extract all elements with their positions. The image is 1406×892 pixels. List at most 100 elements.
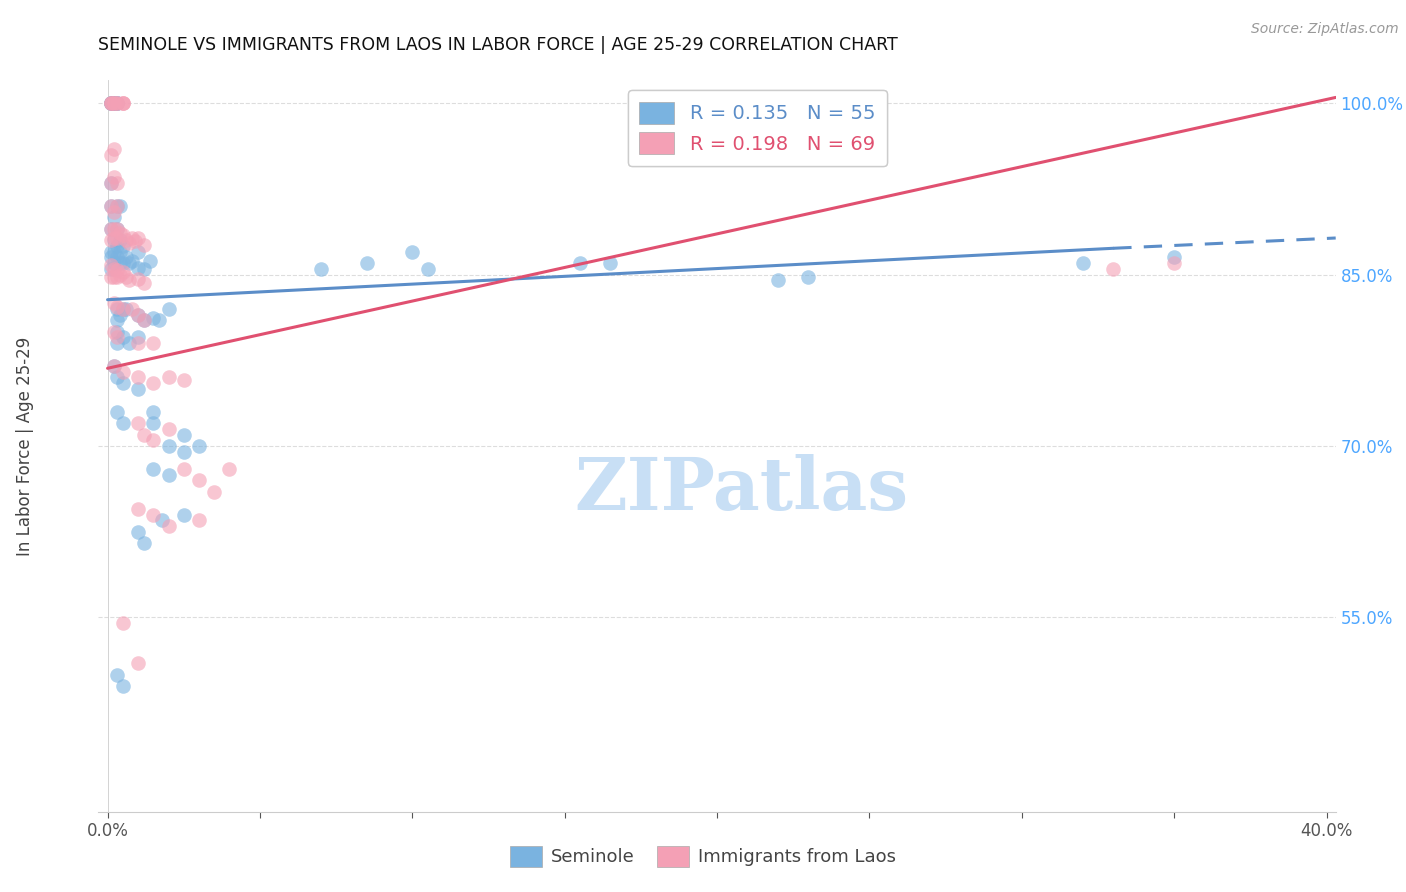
Point xyxy=(105,96,128,111)
Point xyxy=(134,427,156,442)
Point xyxy=(1102,261,1125,276)
Point xyxy=(568,256,591,270)
Point xyxy=(108,233,131,247)
Point xyxy=(218,462,240,476)
Point xyxy=(1163,256,1185,270)
Point xyxy=(111,265,134,279)
Point xyxy=(100,199,122,213)
Point xyxy=(127,501,149,516)
Point xyxy=(111,96,134,111)
Point xyxy=(105,313,128,327)
Point xyxy=(108,199,131,213)
Point xyxy=(103,256,125,270)
Point xyxy=(100,176,122,190)
Point xyxy=(103,222,125,236)
Point xyxy=(103,296,125,310)
Point xyxy=(105,199,128,213)
Point xyxy=(121,253,143,268)
Point xyxy=(105,96,128,111)
Point xyxy=(157,467,180,482)
Point xyxy=(100,96,122,111)
Point xyxy=(1071,256,1094,270)
Point xyxy=(105,300,128,314)
Point xyxy=(111,239,134,253)
Point xyxy=(103,96,125,111)
Point xyxy=(100,259,122,273)
Point xyxy=(188,513,211,527)
Point xyxy=(105,96,128,111)
Point xyxy=(100,251,122,265)
Point xyxy=(105,330,128,344)
Text: ZIPatlas: ZIPatlas xyxy=(575,454,908,525)
Text: Source: ZipAtlas.com: Source: ZipAtlas.com xyxy=(1251,22,1399,37)
Point xyxy=(100,269,122,284)
Point xyxy=(173,427,195,442)
Point xyxy=(124,235,146,249)
Point xyxy=(100,96,122,111)
Point xyxy=(766,273,789,287)
Point xyxy=(127,370,149,384)
Point xyxy=(142,434,165,448)
Point xyxy=(108,268,131,282)
Point xyxy=(105,370,128,384)
Point xyxy=(127,272,149,286)
Point xyxy=(111,256,134,270)
Point xyxy=(142,405,165,419)
Point xyxy=(142,462,165,476)
Point xyxy=(401,244,423,259)
Point xyxy=(173,444,195,458)
Point xyxy=(157,370,180,384)
Point xyxy=(111,301,134,316)
Point xyxy=(127,524,149,539)
Point xyxy=(105,239,128,253)
Point xyxy=(111,365,134,379)
Point xyxy=(127,244,149,259)
Point xyxy=(105,301,128,316)
Point xyxy=(100,222,122,236)
Point xyxy=(797,269,820,284)
Point xyxy=(100,96,122,111)
Point xyxy=(103,204,125,219)
Point xyxy=(103,359,125,373)
Point xyxy=(100,199,122,213)
Point xyxy=(127,336,149,351)
Point xyxy=(142,508,165,522)
Point xyxy=(111,376,134,391)
Point xyxy=(111,616,134,631)
Point xyxy=(157,439,180,453)
Point xyxy=(111,679,134,693)
Point xyxy=(1163,251,1185,265)
Point xyxy=(100,96,122,111)
Point xyxy=(108,244,131,259)
Point xyxy=(356,256,378,270)
Point xyxy=(115,301,138,316)
Point xyxy=(108,256,131,270)
Point xyxy=(127,308,149,322)
Point xyxy=(134,313,156,327)
Point xyxy=(103,170,125,185)
Point xyxy=(121,301,143,316)
Point xyxy=(103,233,125,247)
Point xyxy=(115,233,138,247)
Point xyxy=(111,96,134,111)
Point xyxy=(134,313,156,327)
Point xyxy=(100,244,122,259)
Point xyxy=(105,222,128,236)
Point xyxy=(148,313,170,327)
Point xyxy=(127,260,149,275)
Point xyxy=(105,336,128,351)
Point xyxy=(100,147,122,161)
Point xyxy=(127,231,149,245)
Point xyxy=(103,325,125,339)
Point xyxy=(157,422,180,436)
Point xyxy=(111,416,134,430)
Point xyxy=(309,261,332,276)
Point xyxy=(100,261,122,276)
Point xyxy=(134,237,156,252)
Point xyxy=(139,253,162,268)
Text: In Labor Force | Age 25-29: In Labor Force | Age 25-29 xyxy=(17,336,34,556)
Point xyxy=(108,227,131,241)
Legend: Seminole, Immigrants from Laos: Seminole, Immigrants from Laos xyxy=(502,838,904,874)
Point xyxy=(105,231,128,245)
Point xyxy=(108,308,131,322)
